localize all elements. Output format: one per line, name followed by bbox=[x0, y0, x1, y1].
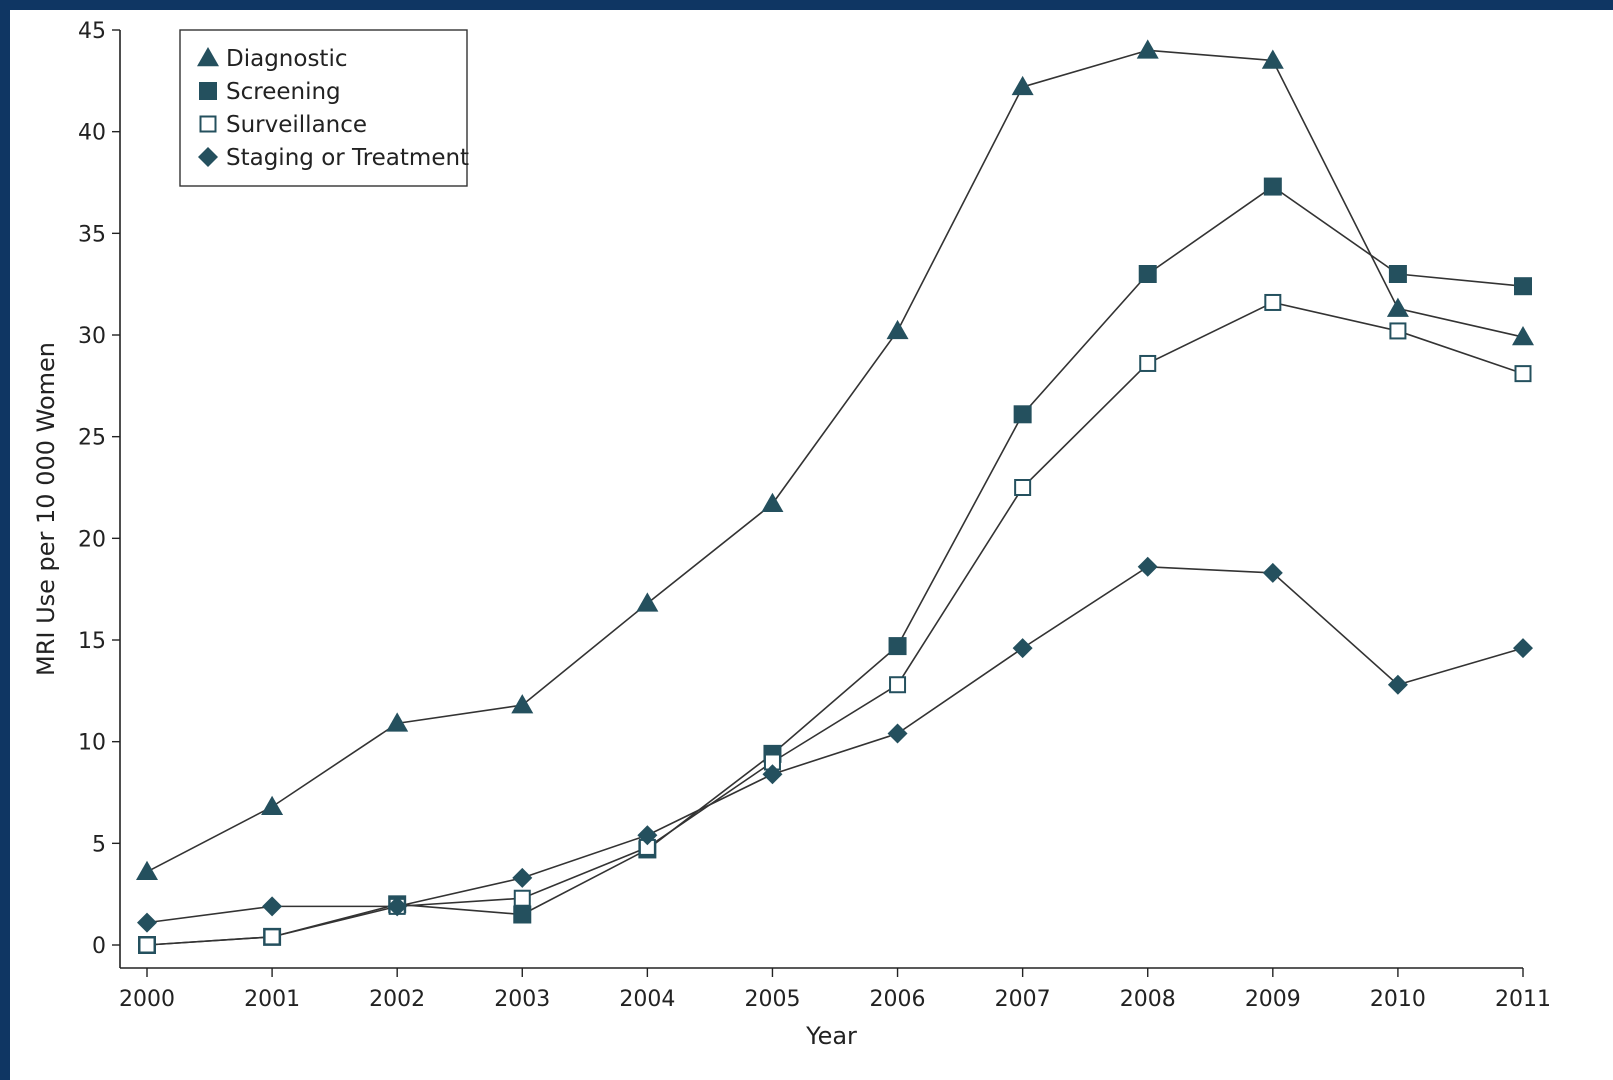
y-tick-label: 45 bbox=[78, 19, 106, 44]
surveillance-point bbox=[1264, 293, 1282, 311]
legend-surveillance-label: Surveillance bbox=[226, 112, 367, 138]
x-tick-label: 2011 bbox=[1495, 987, 1551, 1012]
diagnostic-point bbox=[1011, 75, 1034, 96]
diagnostic-point bbox=[1512, 326, 1534, 346]
staging-or-treatment-point bbox=[1262, 562, 1283, 583]
y-axis-title: MRI Use per 10 000 Women bbox=[32, 342, 60, 676]
x-tick-label: 2000 bbox=[119, 987, 175, 1012]
staging-or-treatment-point bbox=[512, 867, 533, 888]
x-tick-label: 2006 bbox=[870, 987, 926, 1012]
diagnostic-point bbox=[386, 712, 409, 732]
legend-box bbox=[179, 29, 468, 187]
screening-point bbox=[1013, 405, 1032, 424]
diagnostic-point bbox=[886, 319, 909, 340]
staging-or-treatment-point bbox=[137, 912, 157, 933]
diagnostic-point bbox=[761, 492, 784, 513]
surveillance-point bbox=[1389, 322, 1407, 340]
screening-point bbox=[888, 637, 907, 656]
staging-or-treatment-point bbox=[887, 723, 908, 744]
legend-diagnostic-icon bbox=[197, 47, 219, 67]
y-tick-label: 20 bbox=[78, 527, 106, 552]
legend-screening-label: Screening bbox=[226, 79, 341, 105]
screening-line bbox=[146, 185, 1524, 946]
mri-use-line-chart: 0 5 10 15 20 25 30 35 40 45 2000 2001 2002 2003 2004 20… bbox=[32, 19, 1551, 1050]
staging-or-treatment-point bbox=[762, 764, 783, 785]
surveillance-line bbox=[146, 301, 1524, 946]
legend-diagnostic-label: Diagnostic bbox=[226, 46, 347, 72]
x-tick-label: 2004 bbox=[619, 987, 675, 1012]
legend-surveillance-icon bbox=[199, 115, 217, 133]
x-tick-label: 2002 bbox=[369, 987, 425, 1012]
surveillance-point bbox=[889, 676, 907, 694]
x-tick-label: 2005 bbox=[744, 987, 800, 1012]
legend: Diagnostic Screening Surveillance Staging o… bbox=[179, 29, 469, 187]
staging-or-treatment-point bbox=[387, 896, 408, 917]
chart-frame: 0 5 10 15 20 25 30 35 40 45 2000 2001 2002 2003 2004 20… bbox=[10, 10, 1613, 1080]
screening-point bbox=[1388, 265, 1407, 283]
x-tick-label: 2008 bbox=[1120, 987, 1176, 1012]
x-tick-label: 2003 bbox=[494, 987, 550, 1012]
surveillance-point bbox=[1139, 354, 1157, 372]
y-tick-label: 15 bbox=[78, 629, 106, 654]
screening-point bbox=[1263, 177, 1282, 196]
y-tick-label: 40 bbox=[78, 121, 106, 146]
diagnostic-point bbox=[511, 694, 534, 714]
diagnostic-line bbox=[146, 49, 1524, 873]
staging-or-treatment-point bbox=[262, 896, 283, 917]
diagnostic-point bbox=[261, 795, 284, 815]
series-markers bbox=[136, 39, 1534, 954]
screening-point bbox=[1514, 277, 1532, 296]
diagnostic-point bbox=[1261, 49, 1284, 69]
staging-or-treatment-point bbox=[1012, 638, 1033, 659]
staging-or-treatment-point bbox=[1387, 674, 1408, 695]
diagnostic-point bbox=[1136, 39, 1159, 59]
surveillance-point bbox=[1514, 365, 1532, 383]
x-tick-label: 2009 bbox=[1245, 987, 1301, 1012]
diagnostic-point bbox=[136, 860, 158, 881]
surveillance-point bbox=[138, 936, 156, 954]
staging-or-treatment-line bbox=[146, 565, 1524, 924]
y-tick-label: 25 bbox=[78, 426, 106, 451]
surveillance-point bbox=[513, 889, 531, 907]
x-tick-label: 2007 bbox=[995, 987, 1051, 1012]
y-tick-label: 35 bbox=[78, 222, 106, 247]
legend-staging-or-treatment-label: Staging or Treatment bbox=[226, 145, 469, 171]
staging-or-treatment-point bbox=[1513, 638, 1533, 659]
diagnostic-point bbox=[636, 592, 659, 612]
series-lines bbox=[146, 49, 1524, 946]
diagnostic-point bbox=[1386, 297, 1409, 317]
surveillance-point bbox=[263, 928, 281, 946]
staging-or-treatment-point bbox=[1137, 556, 1158, 577]
x-tick-label: 2010 bbox=[1370, 987, 1426, 1012]
surveillance-point bbox=[1014, 479, 1032, 496]
y-tick-label: 0 bbox=[92, 934, 106, 959]
y-tick-label: 5 bbox=[92, 832, 106, 857]
staging-or-treatment-point bbox=[637, 825, 658, 846]
screening-point bbox=[513, 905, 532, 924]
legend-staging-or-treatment-icon bbox=[198, 147, 218, 167]
legend-screening-icon bbox=[199, 82, 217, 100]
x-axis-title: Year bbox=[805, 1022, 857, 1050]
y-tick-label: 10 bbox=[78, 731, 106, 756]
x-tick-label: 2001 bbox=[244, 987, 300, 1012]
axes: 0 5 10 15 20 25 30 35 40 45 2000 2001 2002 2003 2004 20… bbox=[32, 19, 1551, 1050]
screening-point bbox=[1138, 265, 1157, 283]
y-tick-label: 30 bbox=[78, 324, 106, 349]
